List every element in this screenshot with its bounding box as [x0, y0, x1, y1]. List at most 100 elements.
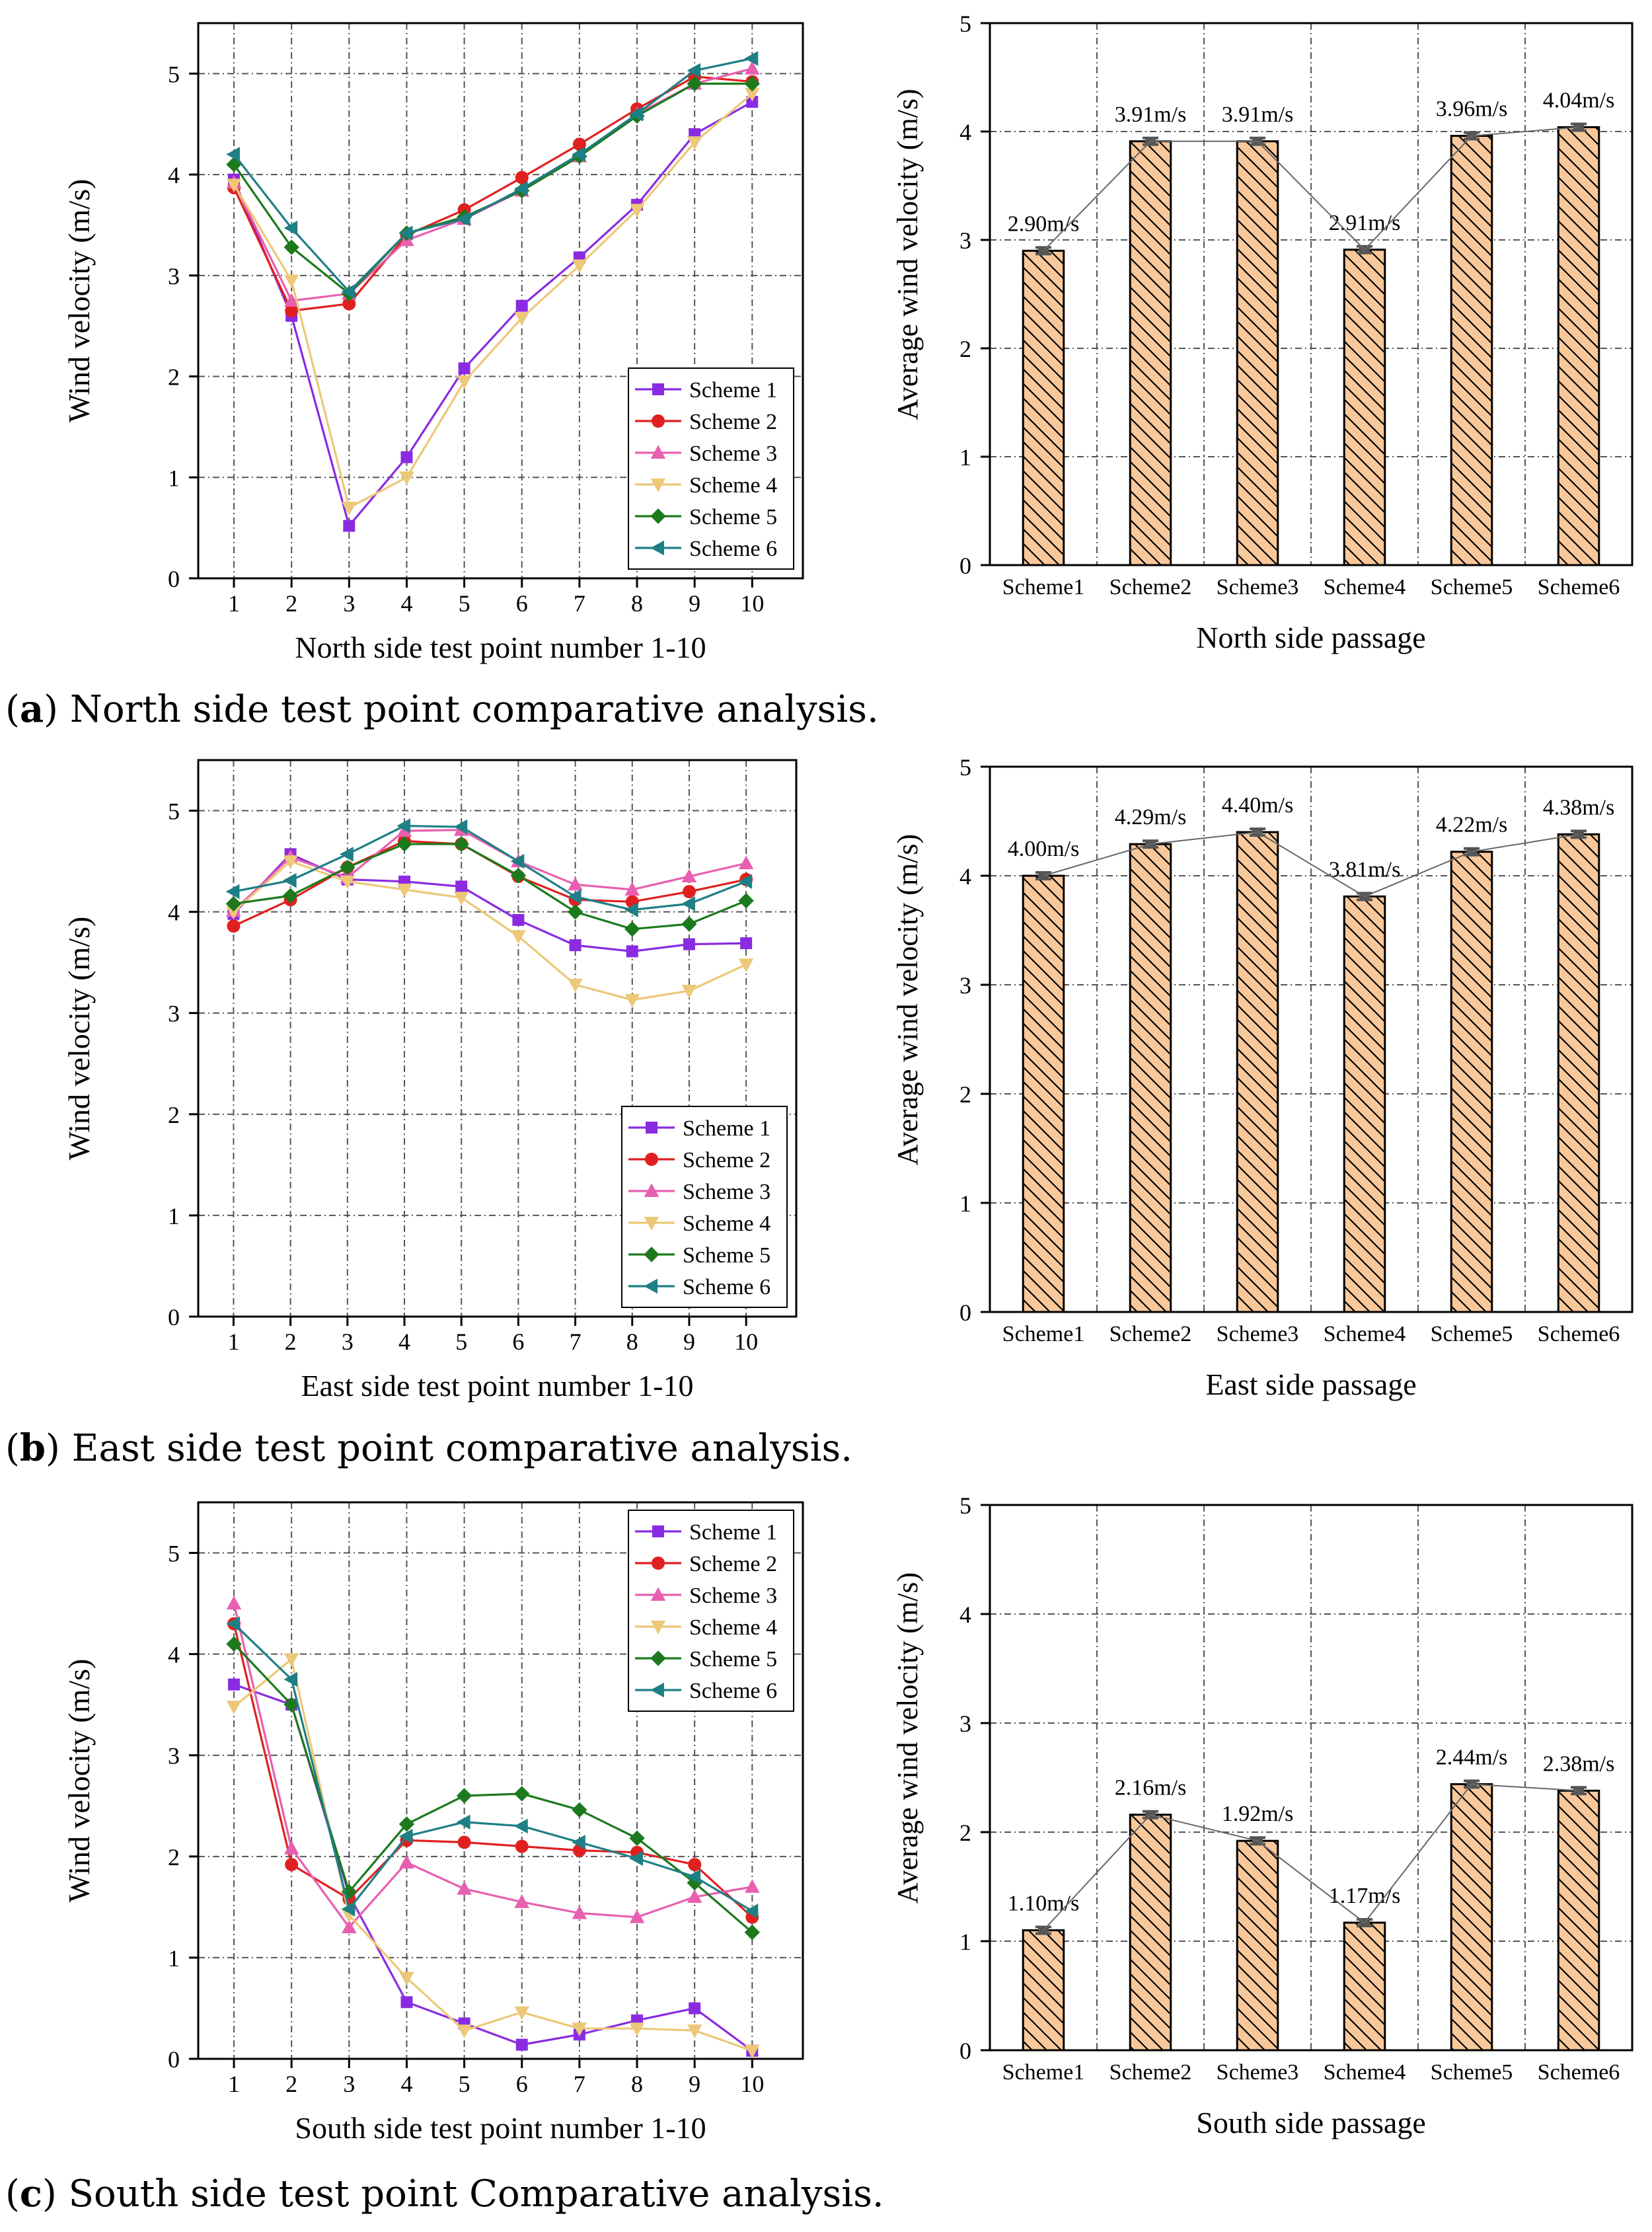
b-line-legend-label: Scheme 2 [683, 1148, 770, 1173]
a-line-legend [628, 367, 794, 570]
b-line-point [624, 902, 638, 917]
b-line-legend-marker [644, 1217, 659, 1231]
c-bar-ytick-label: 0 [959, 2038, 971, 2064]
caption-c: (c) South side test point Comparative an… [5, 2172, 884, 2215]
b-line-point [225, 884, 240, 900]
a-line-point [342, 297, 356, 311]
c-line-point [687, 2024, 702, 2038]
c-bar-trend-line [1043, 1783, 1579, 1931]
a-bar-ytick-label: 4 [959, 119, 971, 145]
a-line-ytick-label: 2 [168, 364, 180, 391]
a-line-xtick-label: 4 [400, 590, 412, 617]
a-bar-data-label: 2.91m/s [1329, 211, 1401, 235]
c-line-point [629, 1830, 645, 1846]
a-line-point [226, 178, 242, 193]
a-line-point [514, 181, 528, 196]
a-line-point [399, 471, 414, 485]
c-bar-ytick-label: 3 [959, 1711, 971, 1737]
a-bar-data-label: 3.91m/s [1222, 102, 1294, 127]
a-bar-ytick-label: 0 [959, 553, 971, 579]
b-line-point [681, 896, 695, 911]
c-line-ytick-label: 1 [168, 1945, 180, 1972]
b-bar-ytick-label: 5 [959, 754, 971, 781]
c-line-point [226, 1636, 242, 1652]
b-bar-category-label: Scheme4 [1324, 1322, 1406, 1346]
c-line-xlabel: South side test point number 1-10 [295, 2111, 706, 2145]
b-line-legend-label: Scheme 4 [683, 1212, 770, 1236]
a-line-ytick-label: 3 [168, 263, 180, 289]
c-line-point [342, 1919, 357, 1933]
b-line-point [568, 978, 583, 993]
c-line-point [514, 2006, 529, 2020]
c-line-point [341, 1884, 357, 1900]
b-line-point [453, 836, 469, 852]
a-bar-bar [1450, 135, 1493, 566]
c-line-point [515, 1839, 529, 1853]
c-line-point [515, 2038, 528, 2051]
b-bar-data-label: 3.81m/s [1329, 857, 1401, 882]
c-bar-bar [1022, 1929, 1065, 2052]
a-line-legend-marker [650, 540, 664, 556]
b-line-point [681, 985, 697, 999]
a-bar-trend-line [1043, 126, 1579, 252]
c-line-point [745, 2044, 760, 2059]
b-bar-category-label: Scheme6 [1538, 1322, 1620, 1346]
b-bar-category-label: Scheme1 [1002, 1322, 1085, 1346]
a-line-ytick-label: 4 [168, 162, 180, 188]
c-line-series-line [233, 1603, 753, 1929]
c-bar-frame [989, 1504, 1633, 2052]
c-bar-xlabel: South side passage [1196, 2106, 1426, 2139]
a-line-point [744, 75, 761, 92]
a-line-ytick-label: 1 [168, 465, 180, 491]
b-line-ytick-label: 0 [168, 1304, 180, 1330]
c-line-xtick-label: 8 [631, 2071, 643, 2097]
c-bar-category-label: Scheme1 [1002, 2060, 1085, 2085]
a-line-point [226, 147, 241, 162]
c-line-xtick-label: 4 [400, 2071, 412, 2097]
c-bar-category-label: Scheme3 [1217, 2060, 1299, 2085]
c-line-point [572, 2022, 587, 2036]
b-line-frame [197, 759, 798, 1318]
a-bar-bar [1129, 140, 1172, 566]
a-line-series-line [233, 93, 753, 510]
c-line-xtick-label: 1 [228, 2071, 240, 2097]
c-line-point [283, 1672, 298, 1687]
caption-b: (b) East side test point comparative ana… [5, 1426, 853, 1470]
b-bar-bar [1450, 851, 1493, 1313]
c-line-series-line [233, 1623, 753, 1912]
c-bar-ytick-label: 2 [959, 1820, 971, 1846]
c-bar-data-label: 1.17m/s [1329, 1884, 1401, 1908]
b-line-point [624, 921, 640, 937]
b-bar-bar [1343, 895, 1386, 1313]
b-bar-category-label: Scheme3 [1217, 1322, 1299, 1346]
a-line-point [343, 520, 356, 532]
b-line-point [340, 875, 356, 890]
a-line-point [629, 204, 645, 218]
b-line-legend-label: Scheme 1 [683, 1116, 770, 1141]
c-line-xtick-label: 2 [285, 2071, 297, 2097]
b-line-point [626, 945, 638, 958]
b-bar-ytick-label: 3 [959, 972, 971, 999]
c-bar-category-label: Scheme4 [1324, 2060, 1406, 2085]
b-line-point [567, 904, 583, 920]
c-line-legend-marker [650, 1587, 666, 1601]
a-line-point [283, 220, 298, 236]
b-line-point [282, 872, 297, 888]
a-line-series-line [233, 83, 753, 295]
b-line-point [396, 818, 411, 833]
a-bar-category-label: Scheme1 [1002, 575, 1085, 599]
b-line-point [681, 868, 697, 883]
c-line-legend-label: Scheme 1 [689, 1520, 777, 1545]
b-line-point [683, 938, 695, 950]
c-line-legend-label: Scheme 2 [689, 1552, 777, 1576]
c-line-point [226, 1616, 241, 1631]
b-bar-ylabel: Average wind velocity (m/s) [891, 834, 924, 1165]
a-bar-category-label: Scheme2 [1109, 575, 1192, 599]
a-line-xtick-label: 8 [631, 590, 643, 617]
b-line-point [510, 853, 525, 869]
b-line-legend-marker [644, 1183, 659, 1197]
c-line-legend-marker [650, 1650, 666, 1666]
c-line-point [687, 1889, 702, 1904]
c-line-point [226, 1701, 242, 1714]
b-bar-trend-line [1043, 831, 1579, 898]
